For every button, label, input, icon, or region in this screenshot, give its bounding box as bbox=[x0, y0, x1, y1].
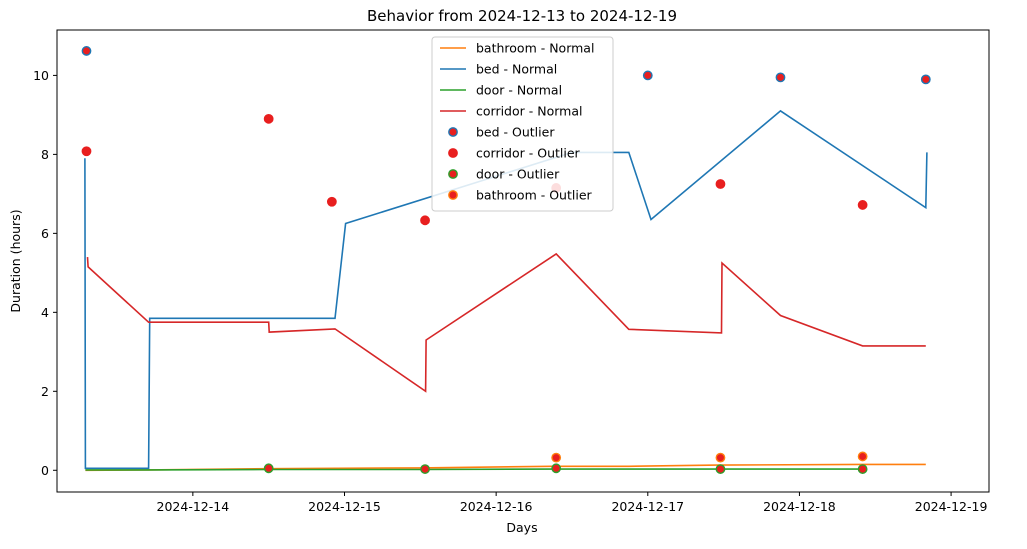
y-tick-label: 4 bbox=[41, 305, 49, 320]
chart-title: Behavior from 2024-12-13 to 2024-12-19 bbox=[367, 7, 677, 25]
x-tick-label: 2024-12-19 bbox=[915, 499, 988, 514]
outlier-point-door bbox=[263, 463, 274, 474]
legend-label: bed - Normal bbox=[476, 62, 557, 77]
outlier-point-bathroom bbox=[857, 451, 868, 462]
outlier-point-bed bbox=[81, 46, 92, 56]
legend-marker-swatch bbox=[448, 190, 458, 200]
series-layer bbox=[81, 46, 931, 474]
legend-marker-swatch bbox=[448, 148, 458, 158]
outlier-point-bed bbox=[920, 74, 931, 85]
legend-label: bathroom - Outlier bbox=[476, 188, 593, 203]
series-line-corridor bbox=[86, 252, 926, 393]
outlier-point-corridor bbox=[857, 200, 868, 210]
outlier-point-bed bbox=[642, 70, 653, 81]
outlier-point-corridor bbox=[326, 196, 337, 207]
y-tick-label: 0 bbox=[41, 463, 49, 478]
outlier-point-door bbox=[715, 464, 726, 474]
x-axis-label: Days bbox=[506, 520, 537, 535]
y-axis-label: Duration (hours) bbox=[8, 209, 23, 312]
outlier-point-bathroom bbox=[715, 452, 726, 463]
x-tick-label: 2024-12-17 bbox=[611, 499, 684, 514]
legend-label: corridor - Outlier bbox=[476, 146, 581, 161]
x-axis-ticks: 2024-12-14 2024-12-15 2024-12-16 2024-12-17… bbox=[157, 492, 988, 514]
outlier-point-door bbox=[857, 464, 868, 474]
plot-area bbox=[56, 29, 990, 493]
x-tick-label: 2024-12-15 bbox=[308, 499, 381, 514]
legend-marker-swatch bbox=[448, 169, 458, 179]
x-tick-label: 2024-12-14 bbox=[157, 499, 230, 514]
y-tick-label: 2 bbox=[41, 384, 49, 399]
y-axis-ticks: 0 2 4 6 8 10 bbox=[33, 68, 57, 478]
outlier-point-corridor bbox=[715, 179, 726, 189]
outlier-point-corridor bbox=[420, 215, 430, 226]
legend-label: door - Outlier bbox=[476, 167, 560, 182]
outlier-point-corridor bbox=[81, 146, 92, 157]
legend-label: bathroom - Normal bbox=[476, 41, 594, 56]
legend: bathroom - Normal bed - Normal door - Norm… bbox=[431, 36, 614, 212]
legend-label: corridor - Normal bbox=[476, 104, 582, 119]
x-tick-label: 2024-12-18 bbox=[763, 499, 836, 514]
outlier-point-door bbox=[551, 463, 562, 474]
legend-marker-swatch bbox=[448, 127, 458, 137]
series-line-door bbox=[85, 468, 863, 471]
legend-box bbox=[431, 36, 614, 212]
legend-label: bed - Outlier bbox=[476, 125, 555, 140]
outlier-point-bathroom bbox=[551, 452, 562, 463]
outlier-point-door bbox=[420, 464, 430, 474]
x-tick-label: 2024-12-16 bbox=[460, 499, 533, 514]
legend-label: door - Normal bbox=[476, 83, 562, 98]
y-tick-label: 8 bbox=[41, 147, 49, 162]
outlier-point-corridor bbox=[263, 113, 274, 124]
y-tick-label: 6 bbox=[41, 226, 49, 241]
outlier-point-bed bbox=[775, 72, 786, 83]
y-tick-label: 10 bbox=[33, 68, 49, 83]
